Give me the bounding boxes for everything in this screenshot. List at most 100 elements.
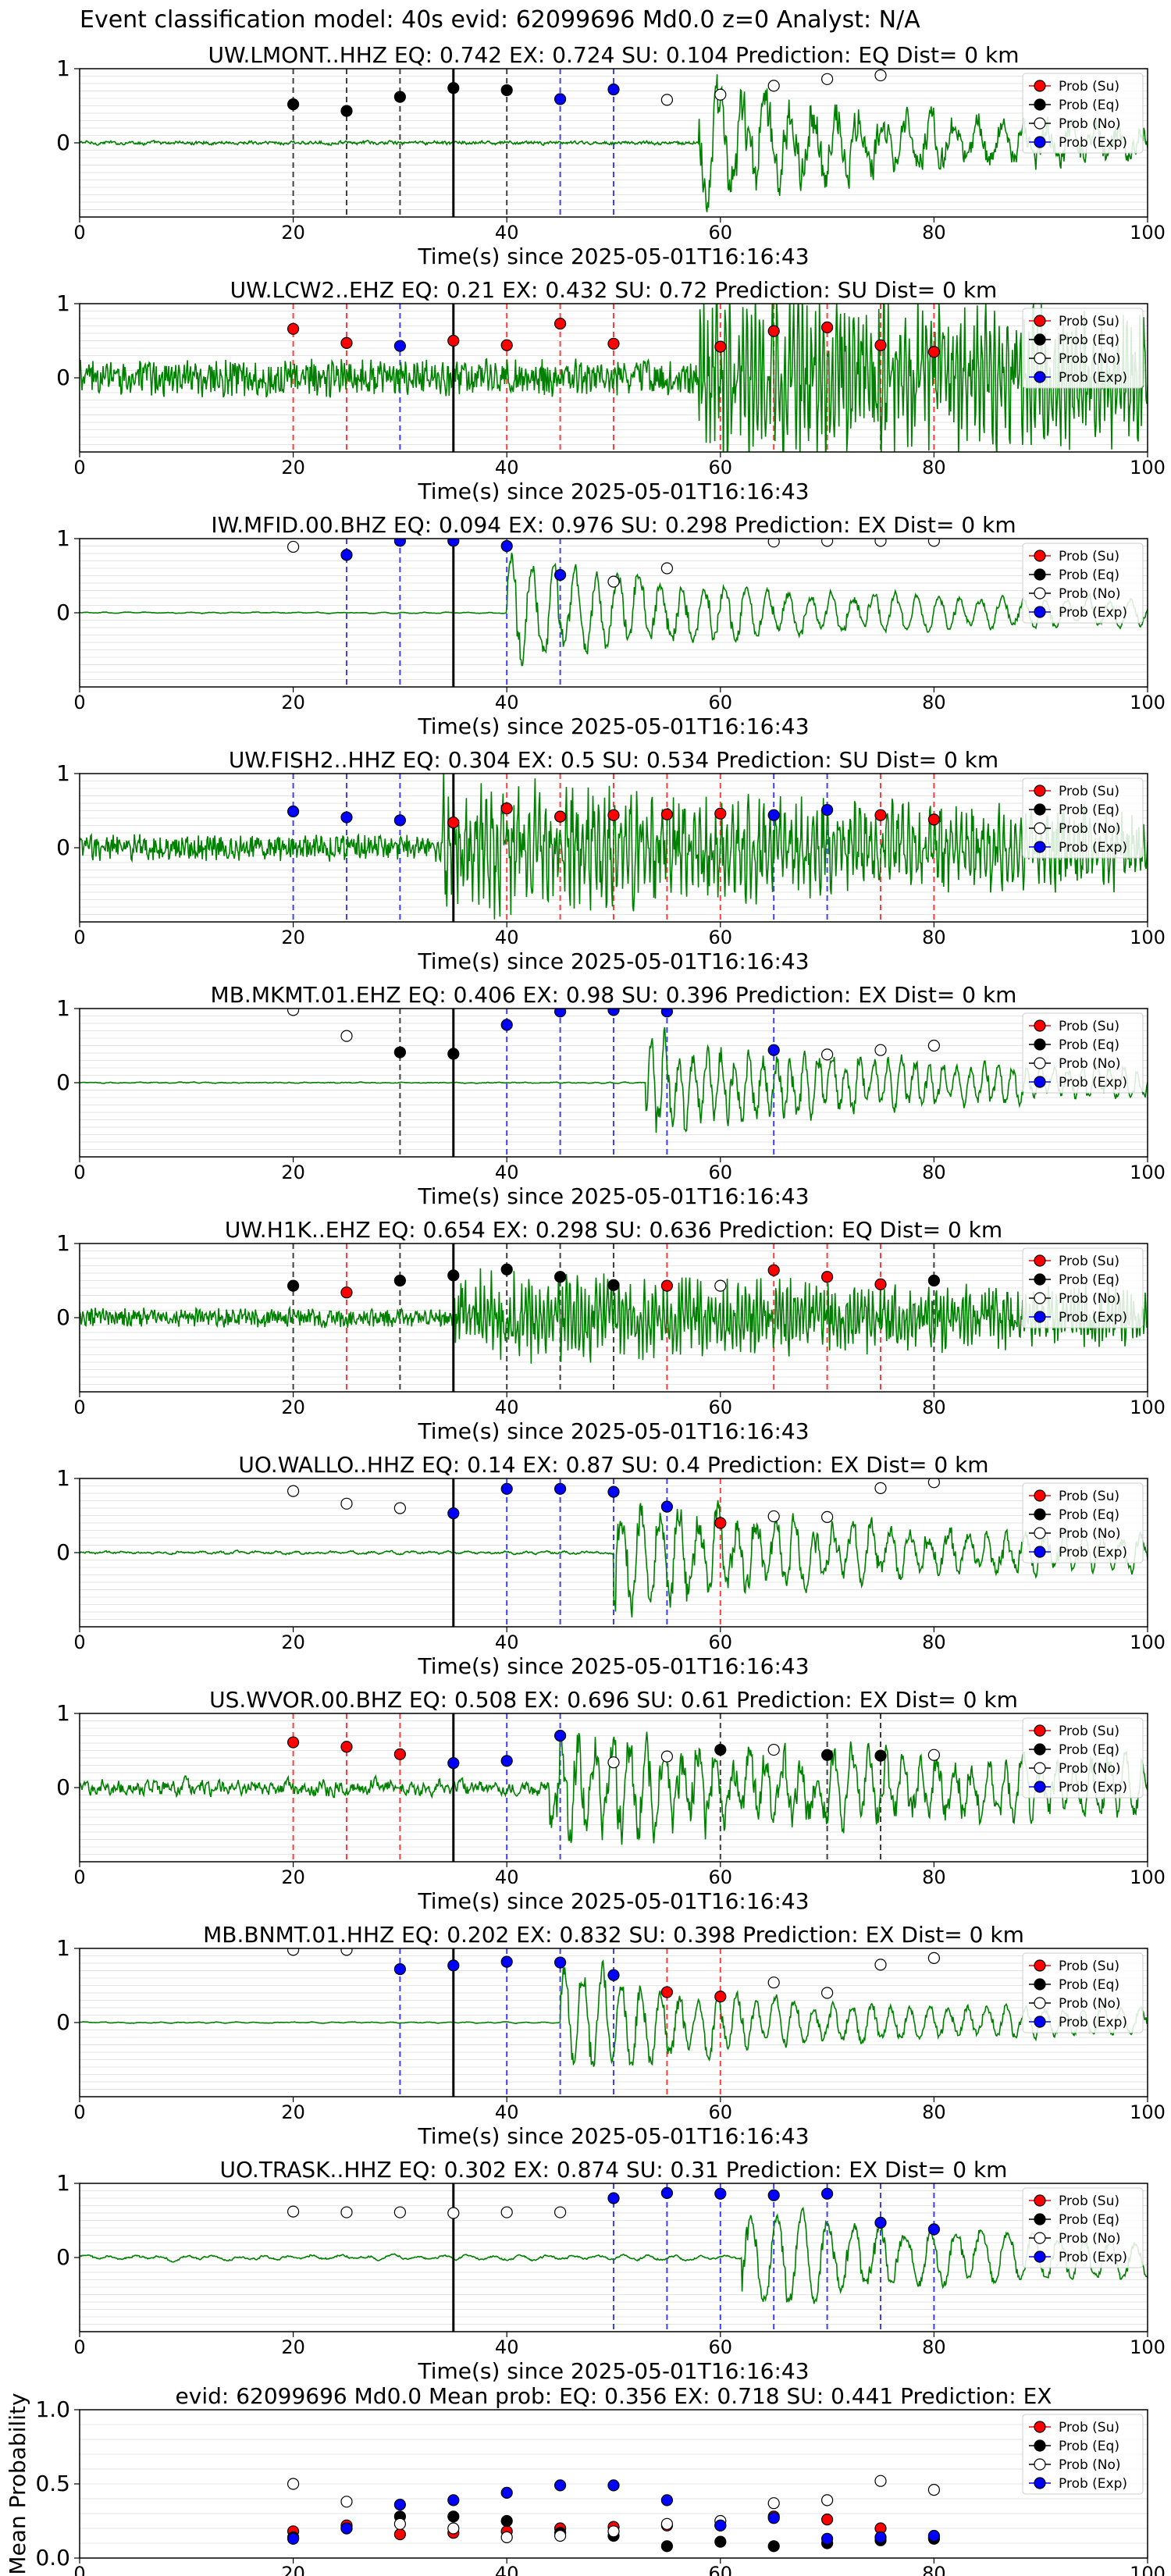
x-tick-label: 80 (922, 1866, 946, 1888)
legend-box (1022, 2187, 1144, 2268)
prob-point-exp (553, 1482, 567, 1495)
legend: Prob (Su) Prob (Eq) Prob (No) Prob (Exp) (1022, 1247, 1144, 1329)
prob-point-eq (607, 1279, 620, 1291)
legend-marker-exp (1034, 1311, 1046, 1323)
legend: Prob (Su) Prob (Eq) Prob (No) Prob (Exp) (1022, 2414, 1144, 2495)
legend-box (1022, 1952, 1144, 2033)
x-tick-label: 20 (281, 927, 305, 948)
x-tick-label: 60 (709, 1162, 733, 1183)
legend-marker-exp (1034, 1781, 1046, 1793)
x-tick-label: 80 (922, 222, 946, 244)
legend-label: Prob (Exp) (1059, 605, 1127, 621)
plot-area (80, 1009, 1148, 1157)
x-tick-label: 60 (709, 1866, 733, 1888)
x-tick-label: 60 (709, 222, 733, 244)
prob-point-exp (554, 1009, 567, 1018)
x-tick-label: 0 (73, 692, 85, 713)
mean-point-eq (447, 2510, 460, 2523)
plot-area (80, 1478, 1148, 1627)
prob-point-eq (500, 1263, 513, 1276)
prob-point-no (767, 539, 780, 548)
legend-marker-su (1034, 550, 1046, 562)
prob-point-no (287, 2205, 300, 2218)
panel-1: UW.LCW2..EHZ EQ: 0.21 EX: 0.432 SU: 0.72… (56, 277, 1166, 504)
prob-point-exp (660, 2186, 674, 2199)
x-tick-label: 0 (73, 2101, 85, 2123)
mean-point-exp (287, 2532, 300, 2545)
panel-title: MB.MKMT.01.EHZ EQ: 0.406 EX: 0.98 SU: 0.… (211, 982, 1017, 1008)
legend: Prob (Su) Prob (Eq) Prob (No) Prob (Exp) (1022, 1012, 1144, 1094)
prob-point-eq (874, 1749, 887, 1762)
x-tick-label: 20 (281, 692, 305, 713)
legend-marker-no (1034, 587, 1046, 600)
y-tick-label: 0 (56, 1774, 70, 1800)
legend-label: Prob (Eq) (1059, 1977, 1119, 1993)
prob-point-no (660, 94, 674, 106)
legend-marker-exp (1034, 1546, 1046, 1558)
x-tick-label: 20 (281, 1866, 305, 1888)
x-tick-label: 100 (1130, 222, 1166, 244)
x-tick-label: 20 (281, 2101, 305, 2123)
prob-point-su (714, 1517, 727, 1529)
prob-point-exp (447, 1959, 460, 1972)
x-tick-label: 40 (495, 2336, 519, 2358)
prob-point-su (767, 325, 780, 337)
legend-label: Prob (Eq) (1059, 2212, 1119, 2228)
x-tick-label: 20 (281, 1631, 305, 1653)
prob-point-su (607, 809, 620, 821)
prob-point-eq (447, 1269, 460, 1282)
x-tick-label: 0 (73, 2336, 85, 2358)
prob-point-no (927, 1749, 941, 1761)
prob-point-su (660, 1279, 674, 1292)
prob-point-su (714, 340, 727, 353)
prob-point-no (927, 1952, 941, 1964)
prob-point-su (500, 802, 513, 815)
y-tick-label: 1 (56, 2170, 70, 2196)
y-tick-label: 1 (56, 1700, 70, 1726)
prob-point-no (820, 1510, 834, 1524)
legend: Prob (Su) Prob (Eq) Prob (No) Prob (Exp) (1022, 777, 1144, 859)
x-tick-label: 40 (495, 1397, 519, 1418)
mean-point-exp (447, 2494, 460, 2507)
mean-point-su (393, 2528, 407, 2541)
mean-point-eq (660, 2540, 674, 2553)
x-axis-label: Time(s) since 2025-05-01T16:16:43 (417, 479, 809, 504)
prob-point-su (874, 339, 887, 351)
waveform-trace (80, 1959, 1148, 2067)
legend-marker-exp (1034, 1076, 1046, 1088)
legend-marker-su (1034, 2194, 1046, 2207)
legend-label: Prob (Su) (1059, 1724, 1119, 1739)
prob-point-exp (607, 2192, 620, 2204)
plot-area (80, 69, 1148, 217)
mean-point-no (660, 2517, 674, 2530)
legend-label: Prob (Exp) (1059, 370, 1127, 386)
x-tick-label: 80 (922, 2336, 946, 2358)
legend-label: Prob (Exp) (1059, 1310, 1127, 1325)
prob-point-no (287, 1948, 300, 1956)
panel-title: UO.WALLO..HHZ EQ: 0.14 EX: 0.87 SU: 0.4 … (238, 1452, 988, 1478)
prob-point-su (660, 1986, 674, 1998)
legend-box (1022, 543, 1144, 624)
legend-label: Prob (Exp) (1059, 1545, 1127, 1560)
prob-point-no (340, 2206, 353, 2218)
prob-point-exp (553, 568, 567, 582)
y-tick-label: 0.5 (35, 2471, 70, 2496)
legend-marker-exp (1034, 136, 1046, 148)
prob-point-eq (287, 1279, 300, 1292)
x-tick-label: 80 (922, 692, 946, 713)
legend-marker-su (1034, 80, 1046, 92)
prob-point-su (874, 809, 887, 821)
panel-title: IW.MFID.00.BHZ EQ: 0.094 EX: 0.976 SU: 0… (211, 512, 1016, 538)
y-tick-label: 0 (56, 365, 70, 390)
panel-5: UW.H1K..EHZ EQ: 0.654 EX: 0.298 SU: 0.63… (56, 1217, 1166, 1444)
prob-point-no (714, 1279, 727, 1292)
legend-box (1022, 73, 1144, 154)
prob-point-exp (500, 1955, 513, 1968)
panel-3: UW.FISH2..HHZ EQ: 0.304 EX: 0.5 SU: 0.53… (56, 747, 1166, 974)
x-tick-label: 60 (709, 1631, 733, 1653)
waveform-trace (80, 2206, 1148, 2304)
prob-point-no (820, 1048, 834, 1061)
prob-point-su (607, 337, 620, 350)
prob-point-no (287, 1485, 300, 1497)
legend-label: Prob (No) (1059, 2231, 1121, 2247)
